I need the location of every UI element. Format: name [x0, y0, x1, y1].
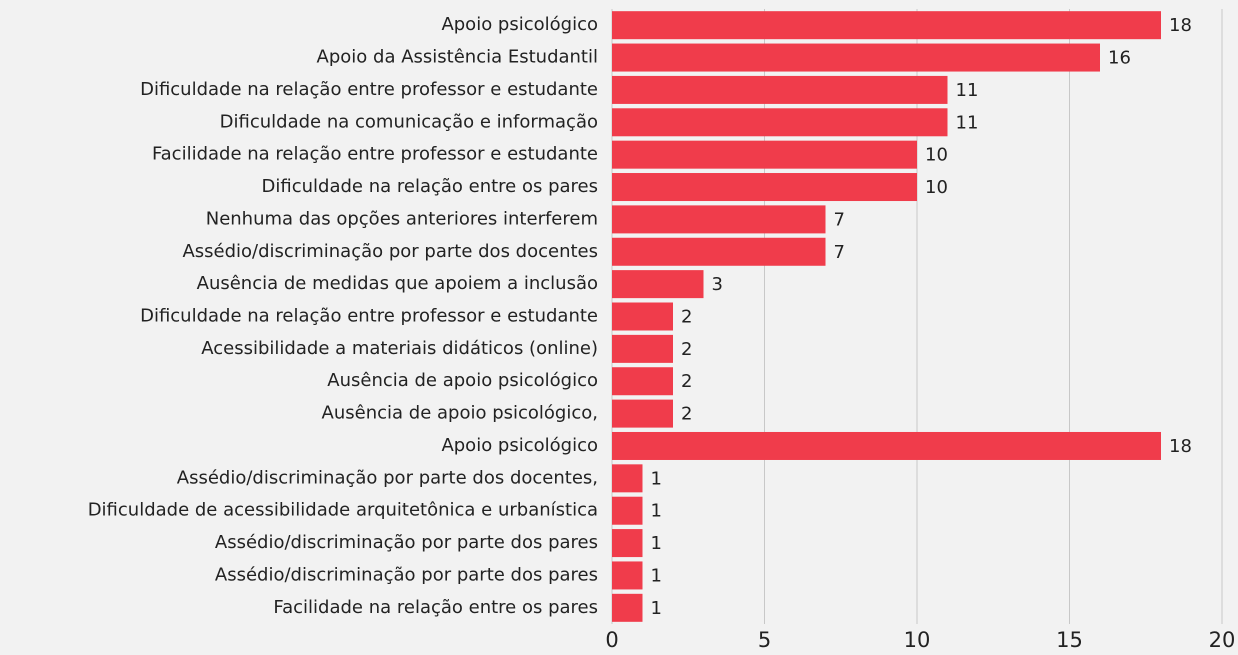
x-tick-label: 10	[904, 628, 931, 652]
y-tick-label: Apoio da Assistência Estudantil	[317, 47, 598, 68]
bar	[612, 140, 917, 169]
bar	[612, 237, 826, 266]
data-label: 10	[925, 145, 948, 166]
y-tick-label: Dificuldade na relação entre professor e…	[140, 79, 598, 100]
data-label: 2	[681, 404, 692, 425]
y-tick-label: Ausência de apoio psicológico,	[322, 403, 598, 424]
y-tick-label: Ausência de apoio psicológico	[327, 370, 598, 391]
x-tick-label: 5	[758, 628, 771, 652]
bar	[612, 431, 1161, 460]
bar	[612, 270, 704, 299]
y-tick-label: Assédio/discriminação por parte dos doce…	[177, 467, 598, 488]
data-label: 2	[681, 307, 692, 328]
bar	[612, 43, 1100, 72]
data-label: 18	[1169, 15, 1192, 36]
data-label: 1	[651, 468, 662, 489]
data-label: 7	[834, 209, 845, 230]
y-tick-label: Assédio/discriminação por parte dos doce…	[182, 241, 598, 262]
bar	[612, 173, 917, 202]
y-tick-label: Apoio psicológico	[441, 14, 598, 35]
bar	[612, 367, 673, 396]
y-tick-label: Acessibilidade a materiais didáticos (on…	[201, 338, 598, 359]
bar	[612, 75, 948, 104]
y-tick-label: Dificuldade na comunicação e informação	[220, 111, 598, 132]
data-label: 11	[956, 80, 979, 101]
bar	[612, 334, 673, 363]
y-tick-label: Dificuldade na relação entre os pares	[262, 176, 598, 197]
y-tick-label: Nenhuma das opções anteriores interferem	[206, 208, 598, 229]
data-label: 16	[1108, 48, 1131, 69]
bar	[612, 205, 826, 234]
y-tick-label: Assédio/discriminação por parte dos pare…	[215, 564, 598, 585]
bar	[612, 11, 1161, 40]
y-tick-label: Apoio psicológico	[441, 435, 598, 456]
data-label: 3	[712, 274, 723, 295]
x-tick-label: 15	[1056, 628, 1083, 652]
bar	[612, 399, 673, 428]
y-tick-label: Facilidade na relação entre os pares	[273, 597, 598, 618]
y-tick-label: Dificuldade de acessibilidade arquitetôn…	[88, 500, 598, 521]
data-label: 2	[681, 339, 692, 360]
data-label: 11	[956, 112, 979, 133]
x-tick-label: 20	[1209, 628, 1236, 652]
y-tick-label: Dificuldade na relação entre professor e…	[140, 306, 598, 327]
y-tick-label: Ausência de medidas que apoiem a inclusã…	[197, 273, 598, 294]
data-label: 1	[651, 533, 662, 554]
bar	[612, 464, 643, 493]
data-label: 18	[1169, 436, 1192, 457]
bar	[612, 593, 643, 622]
bar	[612, 561, 643, 590]
y-tick-label: Facilidade na relação entre professor e …	[152, 144, 598, 165]
data-label: 7	[834, 242, 845, 263]
data-label: 1	[651, 565, 662, 586]
data-label: 1	[651, 501, 662, 522]
x-tick-label: 0	[605, 628, 618, 652]
y-tick-label: Assédio/discriminação por parte dos pare…	[215, 532, 598, 553]
bar	[612, 302, 673, 331]
data-label: 10	[925, 177, 948, 198]
bar	[612, 496, 643, 525]
data-label: 2	[681, 371, 692, 392]
bar	[612, 529, 643, 558]
bar	[612, 108, 948, 137]
data-label: 1	[651, 598, 662, 619]
